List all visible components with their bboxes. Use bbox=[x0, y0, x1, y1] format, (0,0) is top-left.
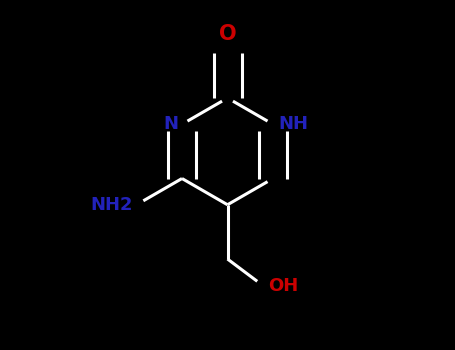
Text: NH: NH bbox=[278, 115, 308, 133]
Text: O: O bbox=[219, 24, 236, 44]
Text: OH: OH bbox=[268, 277, 298, 295]
Text: N: N bbox=[163, 115, 178, 133]
Text: NH2: NH2 bbox=[91, 196, 133, 214]
